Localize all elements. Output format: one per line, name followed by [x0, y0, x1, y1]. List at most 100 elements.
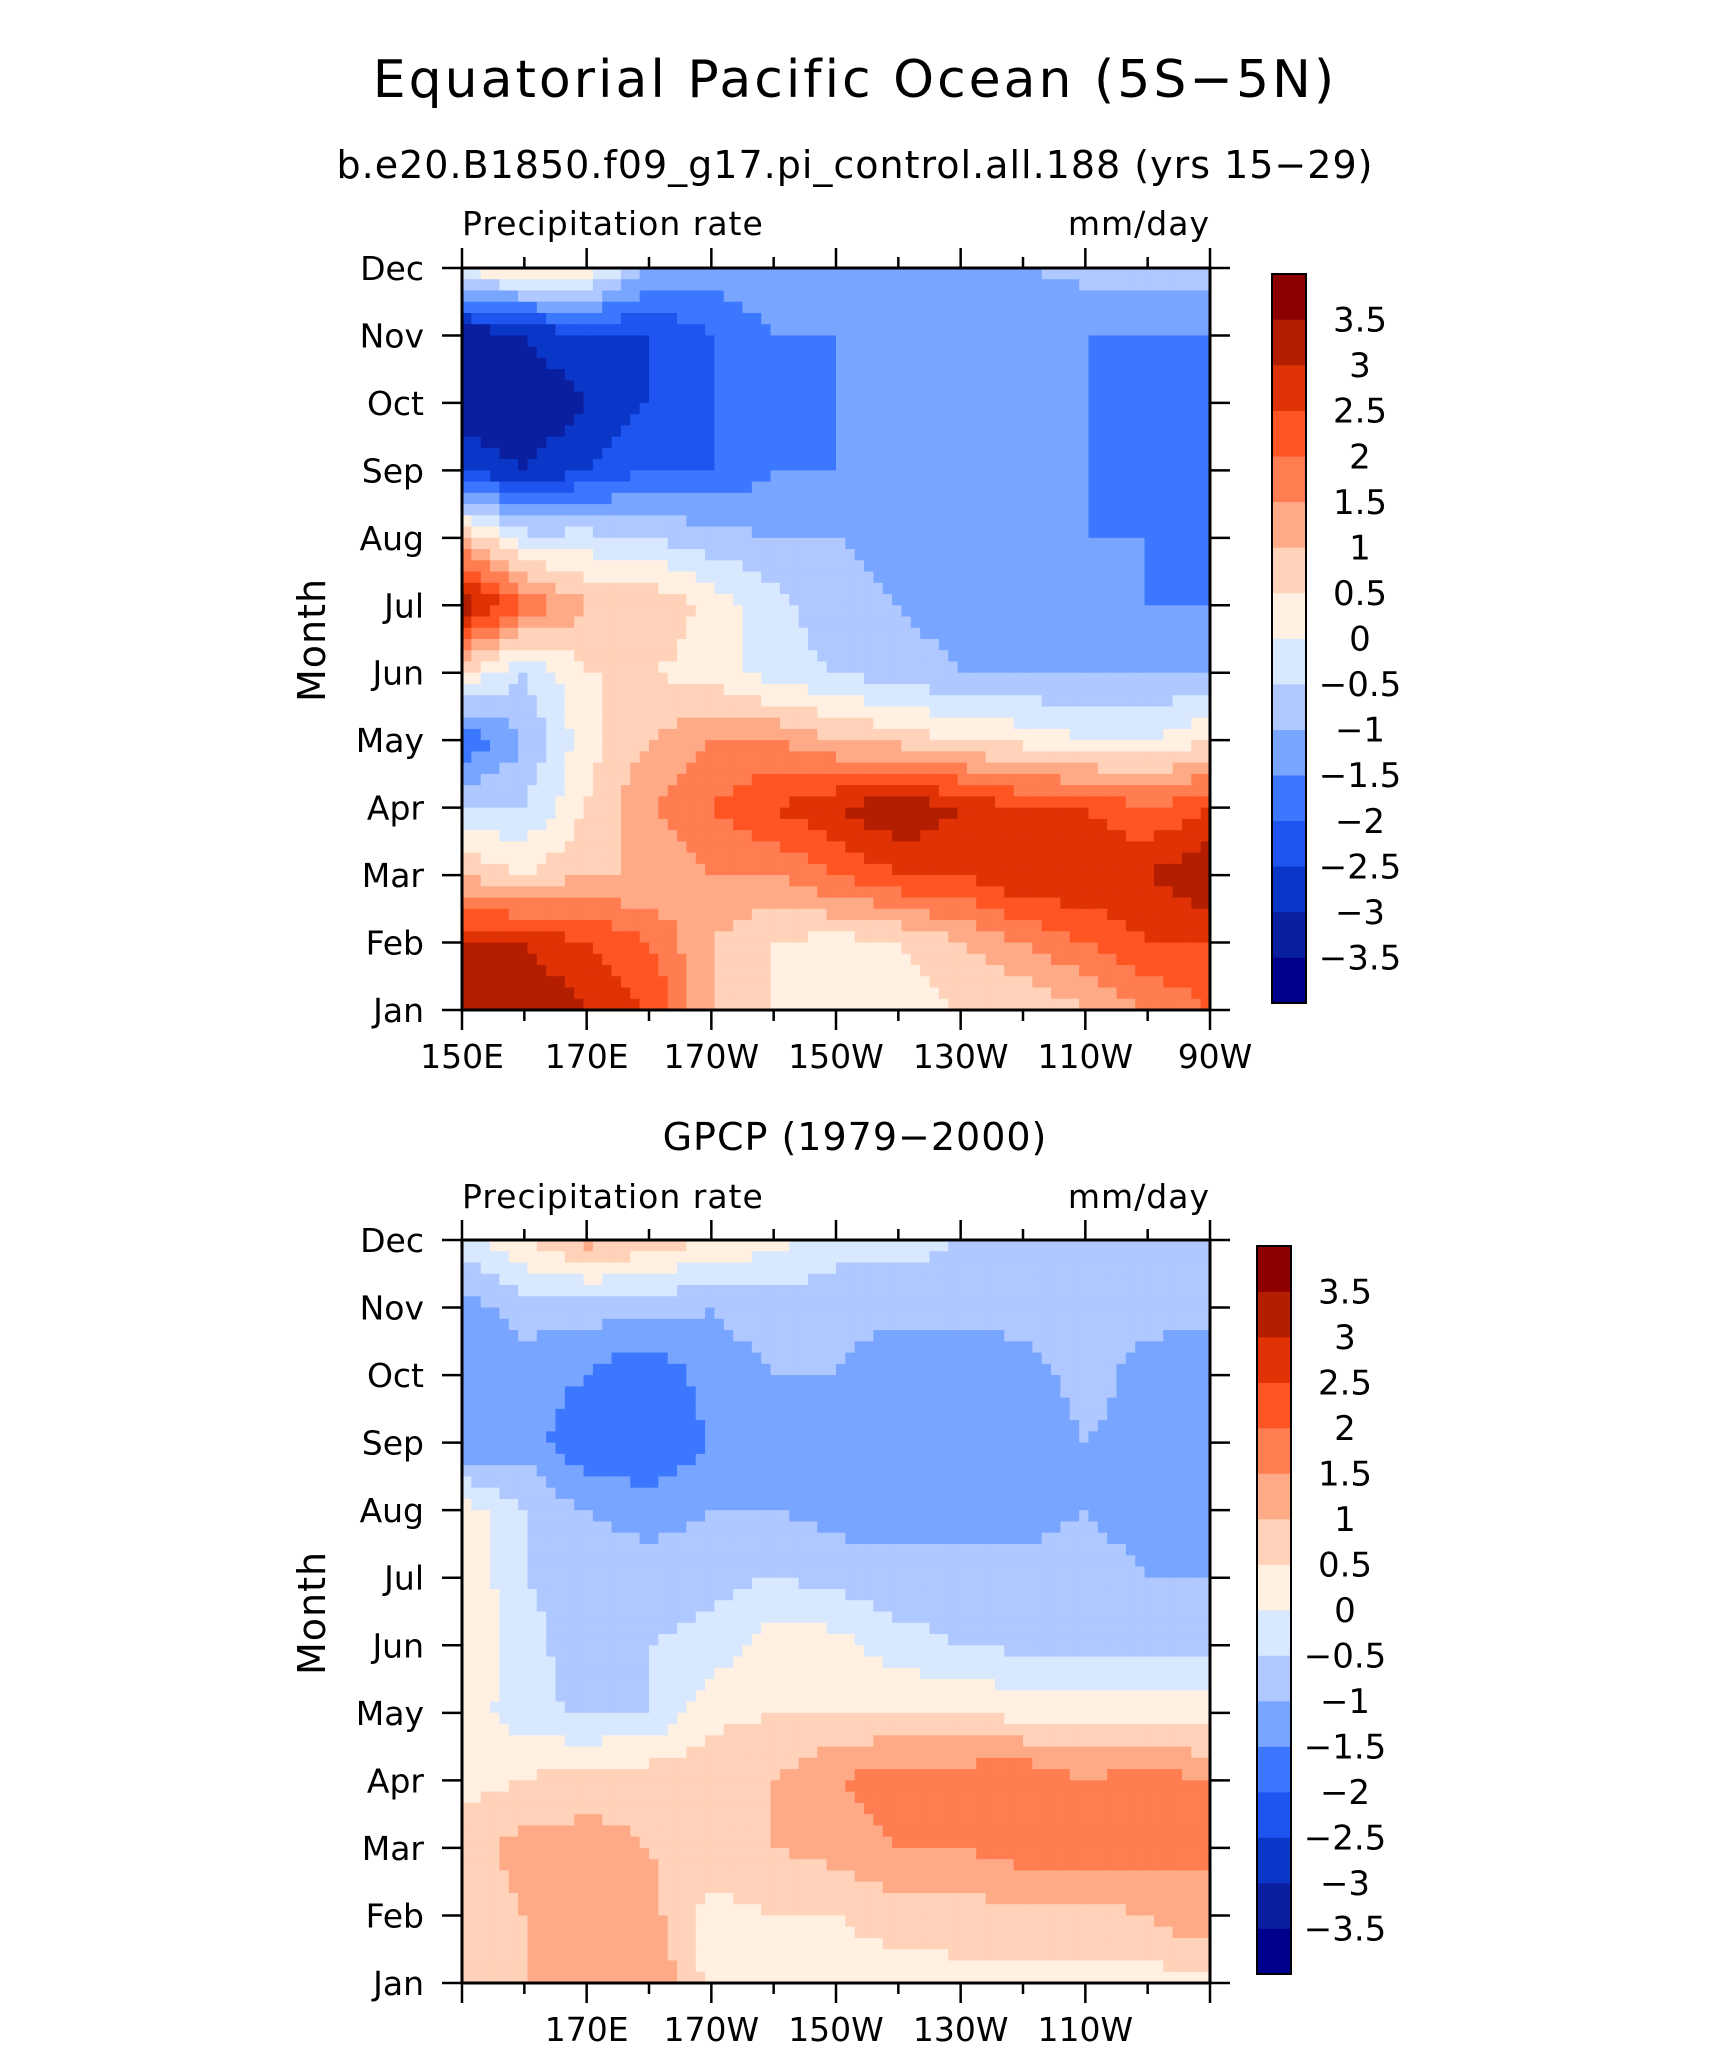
contour-cell: [518, 346, 529, 359]
contour-cell: [938, 481, 949, 494]
contour-cell: [882, 605, 893, 618]
contour-cell: [1013, 639, 1024, 651]
contour-cell: [630, 492, 641, 505]
contour-cell: [1144, 447, 1155, 460]
contour-cell: [480, 762, 491, 775]
contour-cell: [527, 785, 538, 798]
contour-cell: [1060, 369, 1071, 382]
contour-cell: [836, 268, 847, 280]
contour-cell: [1023, 414, 1034, 427]
contour-cell: [471, 706, 482, 719]
contour-cell: [536, 672, 547, 685]
contour-cell: [1004, 481, 1015, 494]
contour-cell: [789, 481, 800, 494]
contour-cell: [658, 852, 669, 865]
contour-cell: [462, 459, 473, 472]
contour-cell: [620, 481, 631, 494]
contour-cell: [695, 268, 706, 280]
contour-cell: [602, 526, 613, 539]
contour-cell: [976, 639, 987, 651]
contour-cell: [714, 346, 725, 359]
contour-cell: [882, 301, 893, 314]
contour-cell: [546, 425, 557, 438]
contour-cell: [985, 346, 996, 359]
contour-cell: [508, 357, 519, 370]
contour-cell: [705, 425, 716, 438]
contour-cell: [555, 616, 566, 629]
contour-cell: [873, 672, 884, 685]
contour-cell: [770, 279, 781, 292]
contour-cell: [1097, 414, 1108, 427]
contour-cell: [667, 369, 678, 382]
contour-cell: [649, 571, 660, 584]
contour-cell: [1051, 549, 1062, 561]
contour-cell: [695, 728, 706, 741]
contour-cell: [1200, 436, 1211, 449]
contour-cell: [630, 807, 641, 820]
contour-cell: [1135, 560, 1146, 573]
contour-cell: [836, 953, 847, 966]
contour-cell: [920, 504, 931, 517]
contour-cell: [499, 504, 510, 517]
contour-cell: [770, 571, 781, 584]
contour-cell: [705, 402, 716, 415]
contour-cell: [882, 268, 893, 280]
contour-cell: [649, 301, 660, 314]
contour-cell: [845, 369, 856, 382]
contour-cell: [471, 695, 482, 708]
contour-cell: [649, 706, 660, 719]
contour-cell: [1125, 908, 1136, 921]
contour-cell: [798, 470, 809, 483]
contour-cell: [564, 481, 575, 494]
contour-cell: [1060, 301, 1071, 314]
contour-cell: [910, 605, 921, 618]
contour-cell: [1116, 852, 1127, 865]
contour-cell: [527, 683, 538, 696]
contour-cell: [602, 470, 613, 483]
contour-cell: [1191, 324, 1202, 337]
contour-cell: [1051, 459, 1062, 472]
contour-cell: [1200, 650, 1211, 663]
contour-cell: [789, 931, 800, 944]
contour-cell: [630, 279, 641, 292]
contour-cell: [714, 728, 725, 741]
contour-cell: [985, 863, 996, 876]
contour-cell: [1097, 391, 1108, 404]
contour-cell: [864, 357, 875, 370]
contour-cell: [1116, 301, 1127, 314]
contour-cell: [518, 908, 529, 921]
contour-cell: [985, 683, 996, 696]
contour-cell: [1116, 661, 1127, 674]
contour-cell: [658, 773, 669, 786]
contour-cell: [583, 268, 594, 280]
contour-cell: [798, 863, 809, 876]
contour-cell: [1144, 526, 1155, 539]
contour-cell: [667, 402, 678, 415]
contour-cell: [798, 436, 809, 449]
contour-cell: [864, 470, 875, 483]
contour-cell: [480, 459, 491, 472]
contour-cell: [1069, 616, 1080, 629]
contour-cell: [667, 762, 678, 775]
contour-cell: [1013, 773, 1024, 786]
contour-cell: [836, 425, 847, 438]
contour-cell: [985, 931, 996, 944]
contour-cell: [649, 807, 660, 820]
contour-cell: [938, 942, 949, 955]
contour-cell: [938, 425, 949, 438]
contour-cell: [546, 560, 557, 573]
contour-cell: [1060, 312, 1071, 325]
contour-cell: [751, 672, 762, 685]
contour-cell: [1163, 301, 1174, 314]
contour-cell: [1013, 515, 1024, 528]
contour-cell: [1097, 549, 1108, 561]
contour-cell: [639, 279, 650, 292]
contour-cell: [677, 751, 688, 764]
contour-cell: [714, 481, 725, 494]
contour-cell: [742, 852, 753, 865]
contour-cell: [1069, 526, 1080, 539]
contour-cell: [1125, 515, 1136, 528]
contour-cell: [611, 740, 622, 753]
contour-cell: [1107, 740, 1118, 753]
contour-cell: [1023, 515, 1034, 528]
